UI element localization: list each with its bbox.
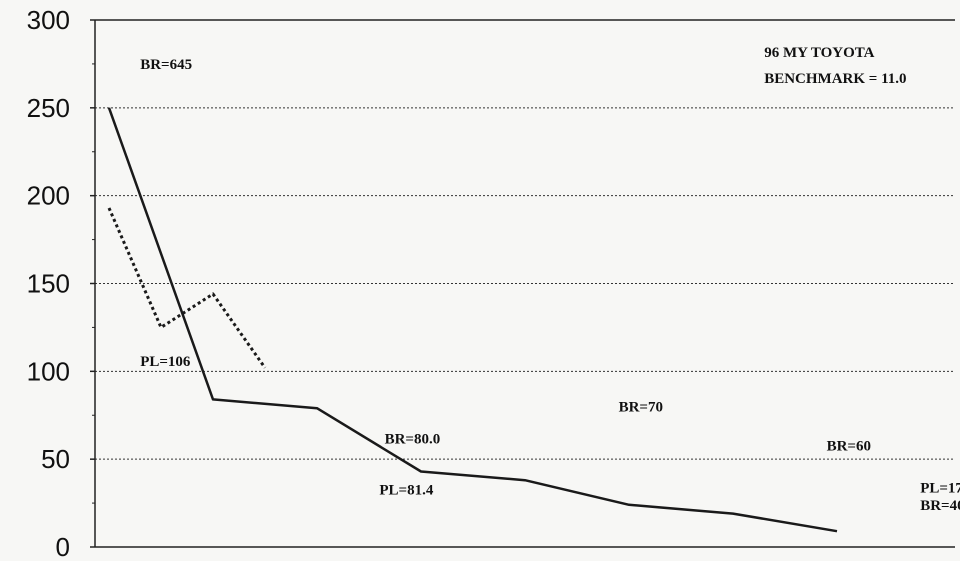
axes [90, 19, 955, 548]
annotation-label: BR=645 [140, 57, 192, 73]
y-tick-label: 150 [27, 269, 70, 299]
annotation-label: BR=60 [827, 438, 871, 454]
annotation-label: 96 MY TOYOTA [764, 45, 874, 61]
annotation-label: BR=70 [619, 400, 663, 416]
annotation-label: PL=81.4 [379, 482, 433, 498]
annotation-label: PL=106 [140, 354, 191, 370]
gridlines [95, 107, 955, 460]
dotted-series-line [107, 207, 267, 369]
y-tick-label: 50 [41, 444, 70, 474]
annotations: BR=645 96 MY TOYOTA BENCHMARK = 11.0 PL=106… [140, 45, 960, 514]
y-tick-label: 200 [27, 181, 70, 211]
y-tick-label: 250 [27, 93, 70, 123]
solid-series-line [107, 107, 838, 533]
y-tick-label: 300 [27, 5, 70, 35]
annotation-label: BR=40 [920, 498, 960, 514]
y-tick-label: 100 [27, 356, 70, 386]
annotation-label: BENCHMARK = 11.0 [764, 71, 906, 87]
y-tick-labels: 0 50 100 150 200 250 300 [27, 5, 70, 561]
annotation-label: BR=80.0 [385, 431, 441, 447]
series-lines [107, 107, 838, 533]
annotation-label: PL=17.4 [920, 481, 960, 497]
y-tick-label: 0 [56, 532, 70, 561]
